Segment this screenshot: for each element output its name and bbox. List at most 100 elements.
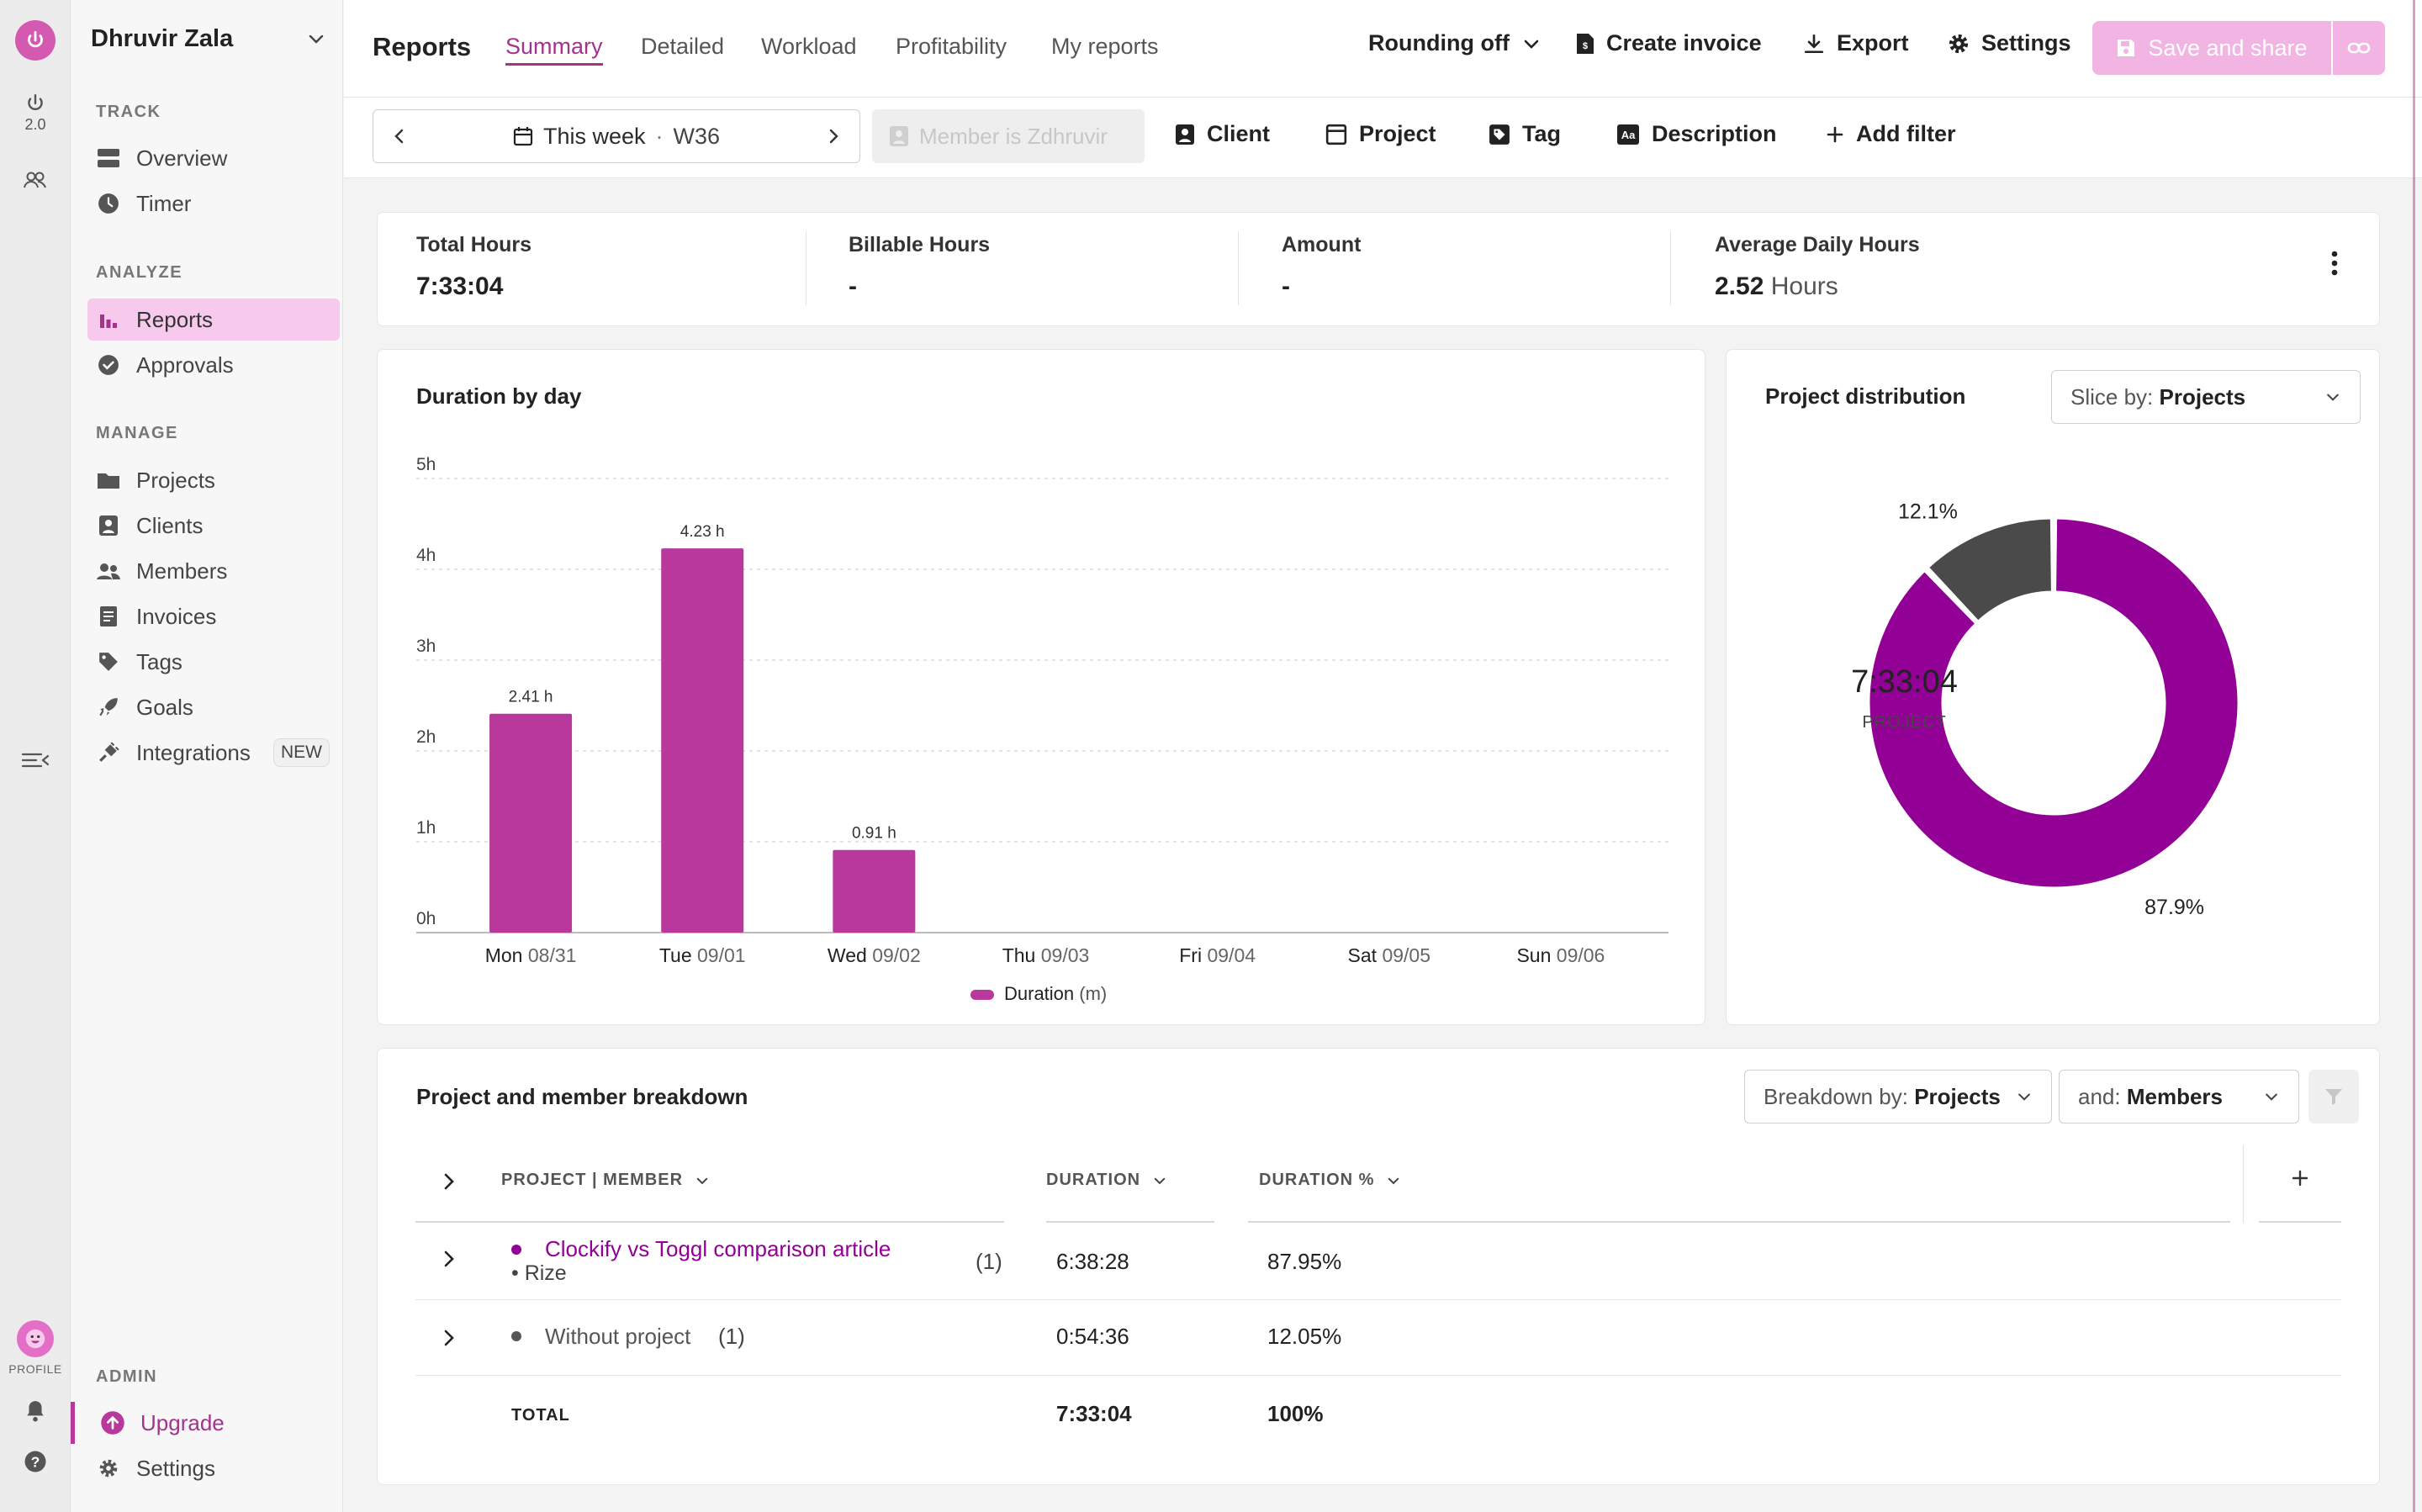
day-name: Sat [1348,944,1383,966]
sidebar-item-integrations[interactable]: Integrations NEW [87,732,340,774]
client-filter-button[interactable]: Client [1175,121,1270,147]
sidebar-item-members[interactable]: Members [87,550,340,592]
profile-avatar[interactable] [17,1320,54,1357]
donut-slice[interactable] [1926,516,2054,624]
day-name: Thu [1002,944,1041,966]
breakdown-by-dropdown[interactable]: Breakdown by: Projects [1744,1070,2052,1123]
svg-text:?: ? [31,1453,40,1470]
sidebar-item-tags[interactable]: Tags [87,641,340,683]
x-tick-label: Sun 09/06 [1516,944,1605,966]
date-range-picker[interactable]: This week · W36 [373,109,860,163]
sidebar-item-label: Reports [136,306,214,332]
rounding-dropdown[interactable]: Rounding off [1368,30,1542,56]
sidebar-item-timer[interactable]: Timer [87,182,340,225]
project-filter-button[interactable]: Project [1325,121,1436,147]
add-filter-button[interactable]: Add filter [1826,121,1956,147]
bar-mon[interactable] [489,713,573,933]
tab-summary[interactable]: Summary [505,34,603,66]
plug-icon [96,740,121,765]
project-name[interactable]: Without project [545,1324,691,1349]
description-filter-button[interactable]: Aa Description [1616,121,1777,147]
week-label: W36 [673,123,721,149]
save-and-share-label: Save and share [2148,34,2308,61]
stat-value: 2.52 Hours [1715,272,1920,301]
create-invoice-label: Create invoice [1606,30,1762,56]
slice-value: Projects [2159,383,2246,410]
sidebar-item-settings[interactable]: Settings [87,1447,340,1489]
timer-2-icon[interactable]: 2.0 [19,87,52,138]
summary-stats-card: Total Hours 7:33:04 Billable Hours - Amo… [377,212,2380,326]
sidebar-item-overview[interactable]: Overview [87,137,340,179]
sidebar-item-approvals[interactable]: Approvals [87,344,340,386]
table-filter-button[interactable] [2308,1070,2359,1123]
calendar-icon [513,127,533,146]
add-column-plus-icon[interactable] [2289,1167,2311,1193]
help-icon[interactable]: ? [19,1445,52,1478]
stat-label: Total Hours [416,233,532,256]
client-icon [96,513,121,538]
chevron-down-icon [696,1177,708,1184]
clock-icon [96,191,121,216]
sidebar-item-reports[interactable]: Reports [87,299,340,341]
table-row[interactable]: Without project (1) 0:54:36 12.05% [415,1300,2341,1376]
sidebar: Dhruvir Zala TRACK Overview Timer ANALYZ… [71,0,343,1512]
copy-link-button[interactable] [2333,21,2385,75]
icon-rail: 2.0 PROFILE ? [0,0,71,1512]
create-invoice-button[interactable]: $ Create invoice [1576,30,1762,56]
column-header-project-member[interactable]: PROJECT | MEMBER [501,1171,710,1190]
chart-legend[interactable]: Duration (m) [970,983,1107,1004]
filter-funnel-icon [2325,1089,2342,1105]
header-underline [415,1221,1004,1223]
chevron-right-icon[interactable] [826,127,841,145]
sidebar-item-goals[interactable]: Goals [87,686,340,728]
total-duration: 7:33:04 [1056,1401,1132,1426]
settings-button[interactable]: Settings [1948,30,2071,56]
sidebar-item-projects[interactable]: Projects [87,459,340,501]
expand-row-chevron-icon[interactable] [441,1327,457,1353]
save-icon [2118,40,2135,56]
chevron-down-icon [1524,40,1539,49]
column-label: DURATION [1046,1171,1141,1189]
sidebar-item-upgrade[interactable]: Upgrade [71,1402,342,1444]
table-row[interactable]: Clockify vs Toggl comparison article • R… [415,1223,2341,1300]
and-members-dropdown[interactable]: and: Members [2059,1070,2299,1123]
invoice-icon [96,604,121,629]
workspace-switcher[interactable]: Dhruvir Zala [91,22,326,56]
save-and-share-button[interactable]: Save and share [2092,21,2331,75]
tab-profitability[interactable]: Profitability [896,34,1007,59]
sidebar-item-clients[interactable]: Clients [87,505,340,547]
project-name-link[interactable]: Clockify vs Toggl comparison article [545,1236,891,1261]
tab-detailed[interactable]: Detailed [641,34,725,59]
expand-all-chevron-icon[interactable] [441,1171,457,1197]
member-filter-label: Member is Zdhruvir [919,123,1108,149]
sidebar-item-invoices[interactable]: Invoices [87,595,340,637]
y-tick-label: 1h [416,818,436,838]
team-icon[interactable] [19,163,52,197]
export-label: Export [1837,30,1909,56]
collapse-sidebar-icon[interactable] [19,743,52,777]
export-button[interactable]: Export [1803,30,1909,56]
chevron-left-icon[interactable] [392,127,407,145]
day-name: Sun [1516,944,1556,966]
expand-row-chevron-icon[interactable] [441,1248,457,1274]
notifications-bell-icon[interactable] [19,1394,52,1428]
tab-my-reports[interactable]: My reports [1051,34,1159,59]
invoice-icon: $ [1577,33,1594,54]
member-filter[interactable]: Member is Zdhruvir [872,109,1145,163]
download-icon [1804,34,1824,53]
sidebar-item-label: Goals [136,694,193,720]
and-label: and: Members [2078,1084,2223,1110]
bar-wed[interactable] [833,849,916,933]
column-header-duration[interactable]: DURATION [1046,1171,1167,1190]
section-analyze: ANALYZE [96,263,183,282]
app-logo-icon[interactable] [15,20,56,61]
column-label: PROJECT | MEMBER [501,1171,684,1189]
more-options-icon[interactable] [2330,250,2339,281]
slice-by-dropdown[interactable]: Slice by: Projects [2051,370,2361,424]
breakdown-by-label: Breakdown by: Projects [1764,1084,2001,1110]
tab-workload[interactable]: Workload [761,34,857,59]
donut-slice[interactable] [1867,516,2240,890]
column-header-duration-percent[interactable]: DURATION % [1259,1171,1401,1190]
bar-tue[interactable] [661,548,744,933]
tag-filter-button[interactable]: Tag [1489,121,1561,147]
